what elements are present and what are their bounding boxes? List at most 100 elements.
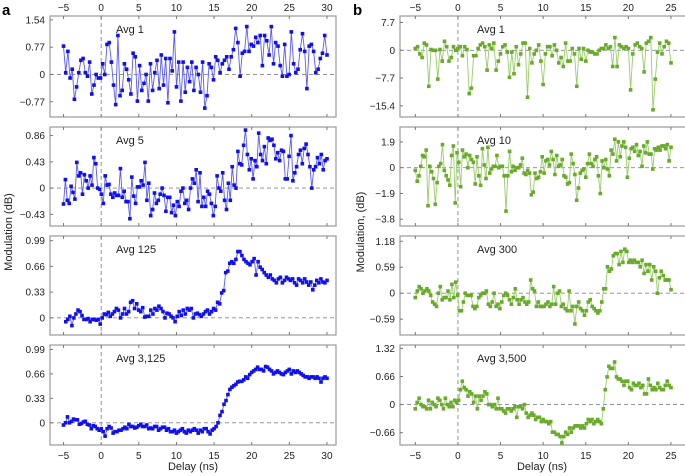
data-point <box>461 300 466 304</box>
data-point <box>484 289 489 293</box>
data-point <box>555 291 560 295</box>
data-point <box>535 415 540 420</box>
data-point <box>325 53 329 57</box>
data-point <box>547 421 551 426</box>
data-point <box>174 431 179 435</box>
data-point <box>433 202 438 207</box>
data-point <box>458 387 463 392</box>
data-point <box>596 174 601 178</box>
data-point <box>91 423 96 428</box>
data-point <box>492 41 496 45</box>
data-point <box>591 164 595 169</box>
data-point <box>193 312 198 316</box>
data-point <box>276 277 281 281</box>
data-point <box>192 181 197 185</box>
data-point <box>495 153 499 158</box>
data-point <box>458 184 463 189</box>
data-point <box>268 273 273 277</box>
data-point <box>468 390 472 394</box>
data-point <box>118 316 123 320</box>
data-point <box>179 189 183 193</box>
series-title: Avg 10 <box>477 135 511 147</box>
data-point <box>218 413 222 418</box>
data-point <box>422 404 427 409</box>
data-point <box>592 421 596 426</box>
data-point <box>215 300 220 305</box>
data-point <box>501 44 505 49</box>
data-point <box>219 189 223 193</box>
data-point <box>660 52 664 56</box>
x-tick-label-top: 30 <box>321 3 333 14</box>
data-point <box>272 143 276 148</box>
data-point <box>97 428 101 432</box>
data-point <box>255 164 259 169</box>
data-point <box>249 157 253 161</box>
data-point <box>217 186 221 190</box>
data-point <box>92 317 96 322</box>
data-point <box>476 46 480 51</box>
data-point <box>110 312 115 316</box>
data-point <box>577 46 581 51</box>
data-point <box>637 44 642 49</box>
data-point <box>136 308 141 312</box>
data-point <box>114 306 119 311</box>
data-point <box>642 392 647 396</box>
data-point <box>665 142 670 147</box>
data-point <box>667 383 671 388</box>
data-point <box>135 425 139 429</box>
data-point <box>253 367 258 372</box>
data-point <box>448 183 452 188</box>
data-point <box>133 55 138 59</box>
data-point <box>646 39 651 44</box>
data-point <box>74 312 78 316</box>
data-point <box>659 269 664 273</box>
data-point <box>548 44 552 49</box>
data-point <box>83 70 88 75</box>
data-point <box>156 428 161 432</box>
data-point <box>238 161 242 166</box>
data-point <box>645 140 650 144</box>
data-point <box>102 312 107 316</box>
data-point <box>169 210 174 215</box>
data-point <box>294 164 299 169</box>
data-point <box>453 201 457 205</box>
x-tick-label-bottom: 0 <box>98 451 104 462</box>
data-point <box>89 426 94 431</box>
data-point <box>496 59 501 63</box>
y-axis-label-b: Modulation, (dB) <box>355 192 367 273</box>
data-point <box>260 158 265 163</box>
data-point <box>72 316 76 320</box>
data-point <box>524 172 528 177</box>
data-point <box>620 144 624 148</box>
data-point <box>287 154 291 159</box>
data-point <box>298 47 302 52</box>
data-point <box>285 177 289 181</box>
data-point <box>624 379 628 383</box>
y-tick-label: −7.7 <box>375 74 395 85</box>
data-point <box>68 314 72 319</box>
data-point <box>145 198 149 203</box>
data-point <box>467 293 471 298</box>
data-point <box>569 309 573 313</box>
data-point <box>264 161 269 166</box>
data-point <box>297 370 301 375</box>
data-point <box>465 293 469 298</box>
data-point <box>520 407 525 411</box>
data-point <box>131 194 136 198</box>
data-point <box>418 52 422 56</box>
data-point <box>186 207 191 212</box>
data-point <box>624 44 628 49</box>
data-point <box>71 190 75 195</box>
data-point <box>321 168 325 172</box>
x-tick-label-top: 20 <box>623 3 635 14</box>
data-point <box>285 369 290 373</box>
data-point <box>143 160 147 165</box>
data-point <box>485 392 489 396</box>
data-point <box>541 82 545 87</box>
data-point <box>200 60 205 64</box>
data-point <box>442 168 447 173</box>
data-point <box>625 249 629 254</box>
y-tick-label: 0 <box>39 184 45 195</box>
data-point <box>631 52 635 56</box>
plot-frame <box>399 235 685 336</box>
